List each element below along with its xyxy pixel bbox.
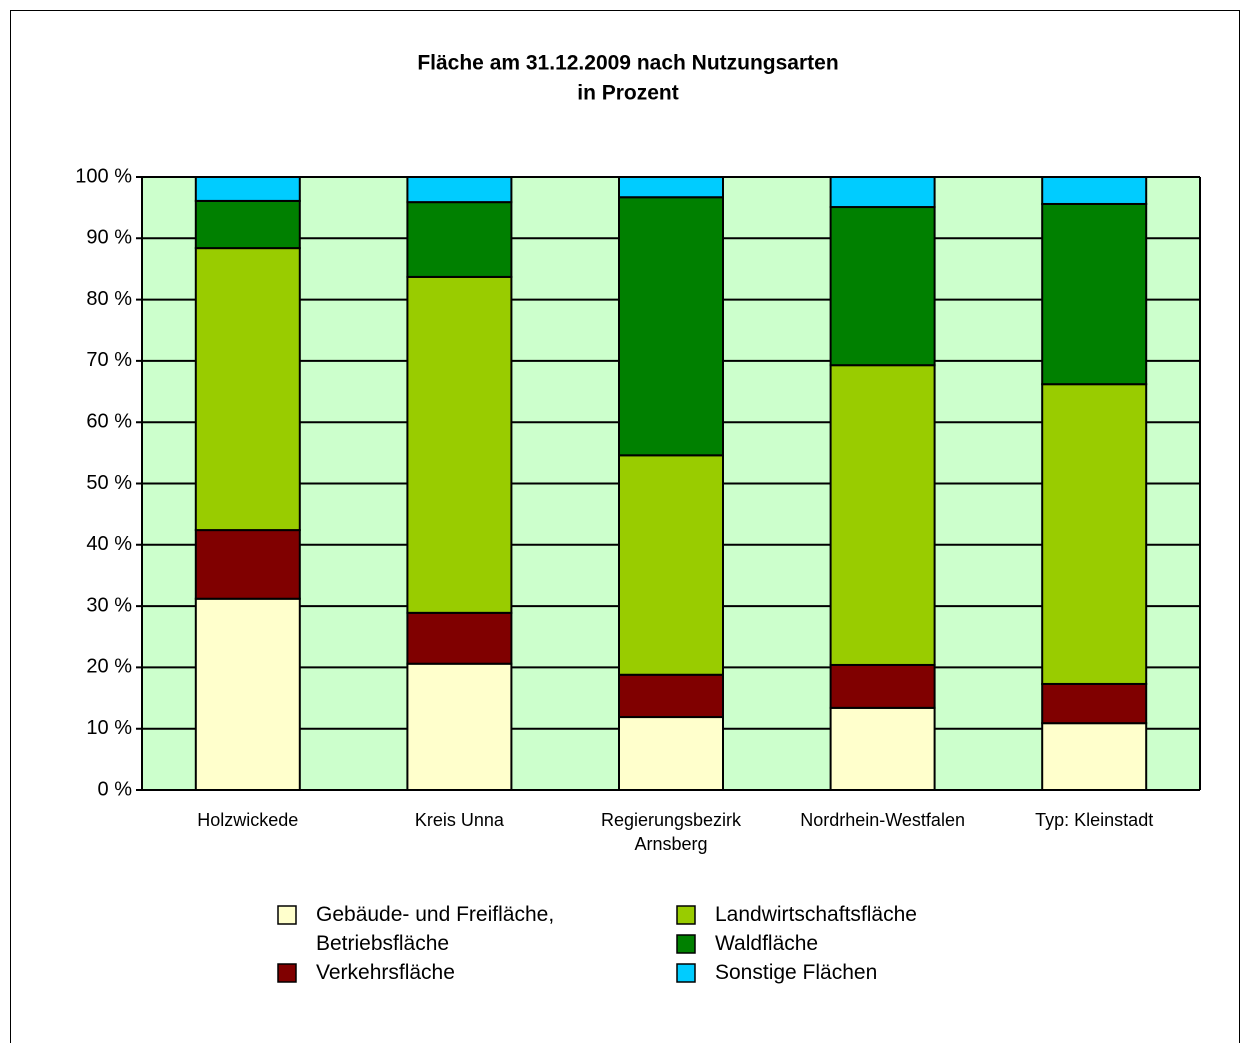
legend-swatch <box>277 905 297 925</box>
bar-segment <box>406 611 513 665</box>
legend-swatch <box>676 905 696 925</box>
bar-segment <box>194 247 301 532</box>
bar-segment <box>618 454 724 676</box>
bar-segment <box>194 199 301 250</box>
legend-label: Sonstige Flächen <box>715 961 878 984</box>
bar-segment <box>1041 176 1148 205</box>
x-tick-label: Typ: Kleinstadt <box>1035 810 1154 830</box>
bar-segment <box>1041 722 1148 791</box>
bar-segment <box>1041 682 1148 725</box>
bar-segment <box>829 364 936 666</box>
bar-segment <box>1041 202 1148 386</box>
bar-segment <box>406 275 513 614</box>
bar-segment <box>618 196 724 457</box>
bar-segment <box>406 201 513 278</box>
y-tick-label: 20 % <box>86 656 132 678</box>
x-tick-label: Regierungsbezirk Arnsberg <box>600 810 742 854</box>
legend-label: Gebäude- und Freifläche, Betriebsfläche <box>316 903 555 955</box>
bar-segment <box>406 176 513 204</box>
legend-swatch <box>676 963 696 983</box>
legend-swatch <box>277 963 297 983</box>
bar-segment <box>829 176 936 209</box>
bar-segment <box>829 706 936 791</box>
chart-title: Fläche am 31.12.2009 nach Nutzungsarten <box>417 52 838 75</box>
y-tick-label: 60 % <box>86 410 132 432</box>
legend-label: Waldfläche <box>715 932 819 955</box>
legend-swatch <box>676 934 696 954</box>
bar-segment <box>618 716 724 791</box>
chart-subtitle: in Prozent <box>577 82 679 105</box>
frame <box>10 10 1240 1043</box>
x-tick-label: Kreis Unna <box>414 810 504 830</box>
legend-label: Verkehrsfläche <box>316 961 455 984</box>
bar-segment <box>1041 383 1148 685</box>
y-tick-label: 70 % <box>86 349 132 371</box>
y-tick-label: 40 % <box>86 533 132 555</box>
y-tick-label: 80 % <box>86 288 132 310</box>
bar-segment <box>194 529 301 600</box>
x-tick-label: Holzwickede <box>197 810 299 830</box>
y-tick-label: 100 % <box>75 165 132 187</box>
legend-label: Landwirtschaftsfläche <box>715 903 917 926</box>
bar-segment <box>829 206 936 367</box>
x-tick-label: Nordrhein-Westfalen <box>800 810 965 830</box>
bar-segment <box>618 673 724 719</box>
bar-segment <box>194 597 301 792</box>
y-tick-label: 0 % <box>98 778 133 800</box>
bar-segment <box>406 662 513 791</box>
bar-segment <box>194 176 301 202</box>
y-tick-label: 50 % <box>86 472 132 494</box>
bar-segment <box>829 663 936 709</box>
y-tick-label: 30 % <box>86 594 132 616</box>
y-tick-label: 10 % <box>86 717 132 739</box>
bar-segment <box>618 176 724 199</box>
y-tick-label: 90 % <box>86 227 132 249</box>
